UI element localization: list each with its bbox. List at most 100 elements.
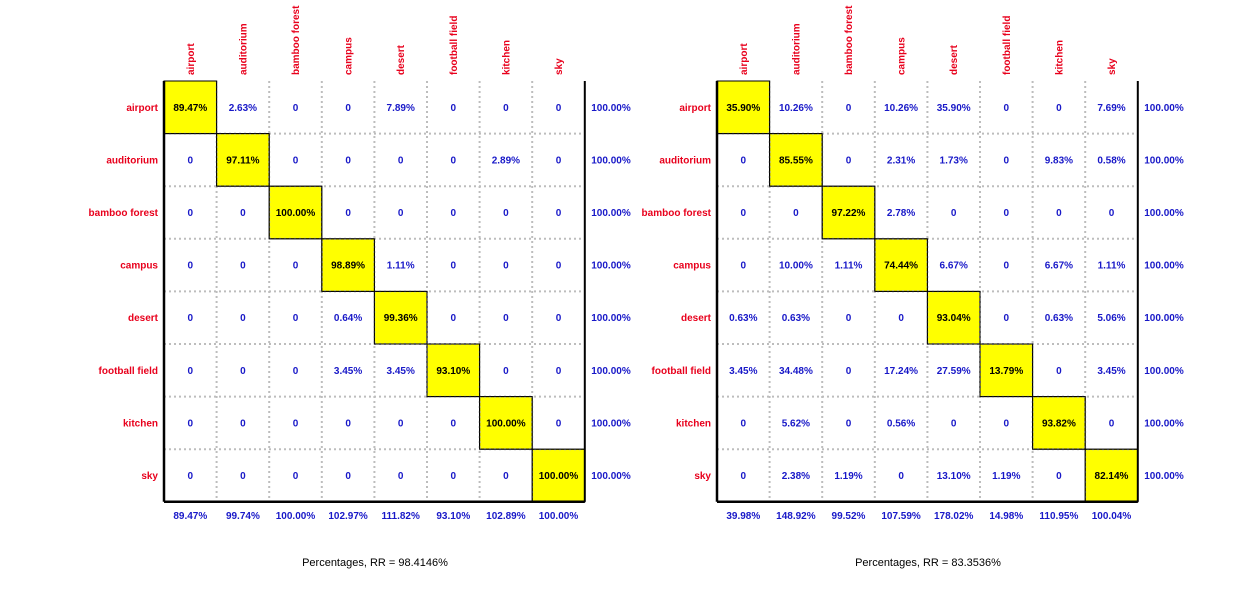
matrix-cell-value: 97.22% xyxy=(832,208,866,219)
matrix-cell-value: 0 xyxy=(240,471,246,482)
diagonal-cell-border xyxy=(373,290,428,345)
diagonal-highlight xyxy=(1084,448,1139,503)
matrix-cell-value: 0 xyxy=(345,471,351,482)
matrix-cell-value: 0 xyxy=(741,155,747,166)
matrix-cell-value: 93.82% xyxy=(1042,418,1076,429)
matrix-cell-value: 34.48% xyxy=(779,366,813,377)
row-total: 100.00% xyxy=(1144,208,1184,219)
matrix-cell-value: 0 xyxy=(503,261,509,272)
row-label: sky xyxy=(694,471,711,482)
column-total: 102.97% xyxy=(328,511,368,522)
matrix-cell-value: 0 xyxy=(741,471,747,482)
matrix-cell-value: 0 xyxy=(345,208,351,219)
column-label: auditorium xyxy=(791,23,802,75)
matrix-cell-value: 35.90% xyxy=(937,103,971,114)
matrix-cell-value: 0 xyxy=(451,471,457,482)
matrix-cell-value: 0 xyxy=(898,313,904,324)
matrix-cell-value: 2.78% xyxy=(887,208,915,219)
matrix-cell-value: 0 xyxy=(293,155,299,166)
column-label: campus xyxy=(897,37,908,75)
matrix-cell-value: 0 xyxy=(556,155,562,166)
matrix-cell-value: 0 xyxy=(1004,103,1010,114)
matrix-cell-value: 100.00% xyxy=(539,471,579,482)
column-label: bamboo forest xyxy=(291,5,302,75)
matrix-cell-value: 3.45% xyxy=(334,366,362,377)
matrix-cell-value: 13.79% xyxy=(989,366,1023,377)
matrix-cell-value: 0 xyxy=(188,155,194,166)
row-total: 100.00% xyxy=(591,313,631,324)
matrix-cell-value: 0 xyxy=(240,208,246,219)
matrix-cell-value: 35.90% xyxy=(726,103,760,114)
row-total: 100.00% xyxy=(591,261,631,272)
row-total: 100.00% xyxy=(1144,103,1184,114)
matrix-cell-value: 1.11% xyxy=(1098,261,1126,272)
diagonal-cell-border xyxy=(1032,396,1086,450)
matrix-cell-value: 0.63% xyxy=(1045,313,1073,324)
column-label: auditorium xyxy=(238,23,249,75)
matrix-cell-value: 93.04% xyxy=(937,313,971,324)
diagonal-cell-border xyxy=(479,396,533,450)
confusion-matrix-right: 35.90% 10.26% 0 10.26% 35.90% 0 0 7.69% 0 85.55% 0… xyxy=(642,5,1184,569)
diagonal-highlight xyxy=(163,80,218,135)
column-total: 178.02% xyxy=(934,511,974,522)
matrix-cell-value: 0.56% xyxy=(887,418,915,429)
matrix-cell-value: 0 xyxy=(451,103,457,114)
diagonal-cell-border xyxy=(426,343,481,398)
matrix-cell-value: 0 xyxy=(293,261,299,272)
matrix-cell-value: 97.11% xyxy=(226,155,259,166)
row-total: 100.00% xyxy=(591,103,631,114)
diagonal-cell-border xyxy=(268,185,323,240)
column-total: 39.98% xyxy=(726,511,760,522)
matrix-cell-value: 74.44% xyxy=(884,261,918,272)
matrix-cell-value: 0 xyxy=(951,418,957,429)
diagonal-cell-border xyxy=(874,238,928,292)
matrix-cell-value: 0 xyxy=(898,471,904,482)
matrix-cell-value: 89.47% xyxy=(173,103,207,114)
matrix-cell-value: 0 xyxy=(240,366,246,377)
column-total: 100.04% xyxy=(1092,511,1132,522)
matrix-cell-value: 0 xyxy=(846,313,852,324)
matrix-cell-value: 0 xyxy=(741,261,747,272)
diagonal-cell-border xyxy=(926,290,981,345)
matrix-cell-value: 0 xyxy=(1004,208,1010,219)
chart-caption: Percentages, RR = 83.3536% xyxy=(855,557,1001,569)
matrix-cell-value: 0 xyxy=(188,313,194,324)
column-total: 99.52% xyxy=(832,511,866,522)
diagonal-highlight xyxy=(716,80,771,135)
row-total: 100.00% xyxy=(1144,155,1184,166)
column-label: football field xyxy=(1002,16,1013,75)
matrix-cell-value: 0 xyxy=(846,418,852,429)
matrix-cell-value: 0 xyxy=(1109,208,1115,219)
column-label: airport xyxy=(186,43,197,75)
matrix-cell-value: 0 xyxy=(188,366,194,377)
matrix-cell-value: 27.59% xyxy=(937,366,971,377)
matrix-cell-value: 0 xyxy=(556,208,562,219)
matrix-cell-value: 2.89% xyxy=(492,155,520,166)
matrix-cell-value: 0.58% xyxy=(1097,155,1125,166)
column-total: 107.59% xyxy=(881,511,921,522)
row-total: 100.00% xyxy=(591,155,631,166)
row-label: kitchen xyxy=(123,418,158,429)
matrix-cell-value: 0 xyxy=(556,103,562,114)
matrix-cell-value: 93.10% xyxy=(436,366,470,377)
chart-caption: Percentages, RR = 98.4146% xyxy=(302,557,448,569)
matrix-cell-value: 1.11% xyxy=(387,261,415,272)
matrix-cell-value: 0 xyxy=(240,313,246,324)
row-label: kitchen xyxy=(676,418,711,429)
matrix-cell-value: 0 xyxy=(293,313,299,324)
row-label: airport xyxy=(679,103,711,114)
matrix-cell-value: 0 xyxy=(1056,208,1062,219)
matrix-cell-value: 2.38% xyxy=(782,471,810,482)
matrix-cell-value: 0 xyxy=(451,261,457,272)
row-total: 100.00% xyxy=(1144,418,1184,429)
matrix-cell-value: 1.19% xyxy=(834,471,862,482)
column-total: 93.10% xyxy=(436,511,470,522)
row-label: football field xyxy=(652,366,711,377)
matrix-cell-value: 9.83% xyxy=(1045,155,1073,166)
column-label: sky xyxy=(1107,58,1118,75)
matrix-cell-value: 0 xyxy=(398,155,404,166)
matrix-cell-value: 0 xyxy=(846,366,852,377)
matrix-cell-value: 0.63% xyxy=(782,313,810,324)
matrix-cell-value: 0 xyxy=(846,155,852,166)
